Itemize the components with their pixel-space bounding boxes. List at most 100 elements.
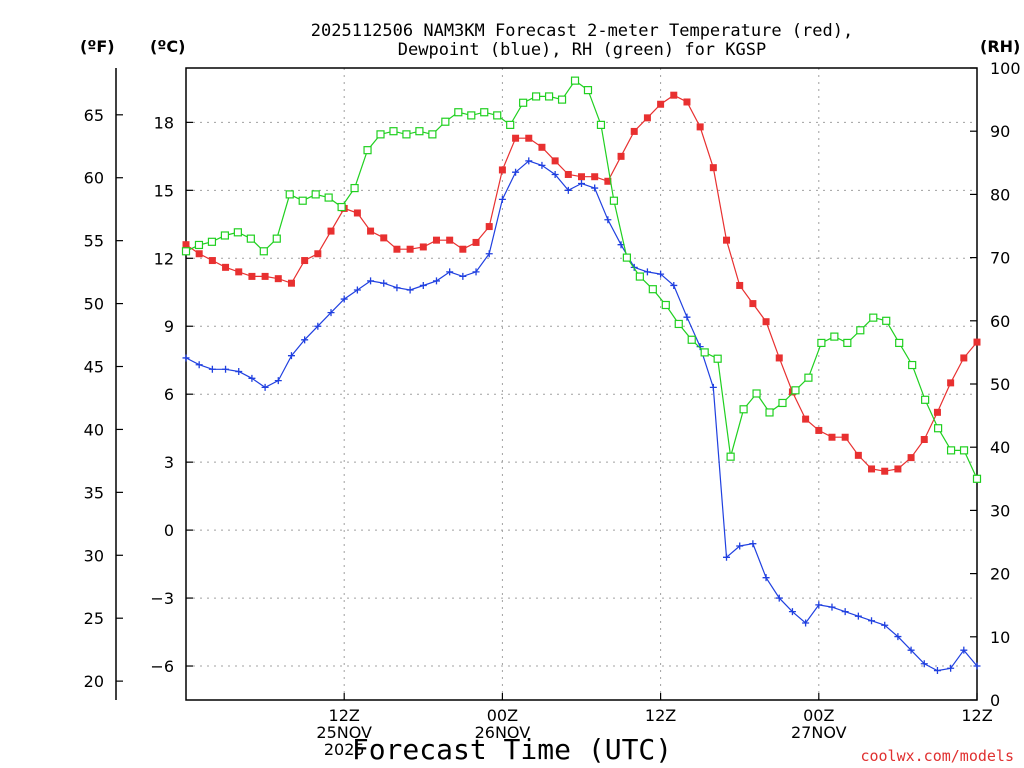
temperature-point: [261, 272, 269, 280]
time-tick-label: 25NOV: [316, 723, 372, 742]
rh-point: [272, 234, 281, 243]
temperature-point: [723, 236, 731, 244]
temperature-point: [815, 426, 823, 434]
chart-axes: [115, 67, 978, 701]
dewpoint-point: [432, 277, 440, 285]
dewpoint-point: [367, 277, 375, 285]
time-tick-label: 26NOV: [475, 723, 531, 742]
temperature-point: [868, 465, 876, 473]
rh-point: [570, 76, 580, 85]
dewpoint-point: [235, 368, 243, 376]
celsius-tick-label: 18: [154, 113, 174, 132]
rh-point: [687, 335, 696, 344]
dewpoint-point: [696, 343, 704, 351]
dewpoint-point: [591, 184, 599, 192]
rh-point: [454, 108, 463, 117]
celsius-tick-label: 3: [164, 453, 174, 472]
rh-point: [921, 395, 930, 404]
rh-point: [376, 130, 385, 139]
temperature-point: [195, 250, 203, 258]
fahrenheit-tick-label: 55: [84, 232, 104, 251]
rh-point: [596, 120, 606, 129]
dewpoint-point: [340, 295, 348, 303]
temperature-point: [472, 238, 480, 246]
dewpoint-point: [274, 377, 282, 385]
dewpoint-point: [762, 574, 770, 582]
temperature-point: [709, 164, 717, 172]
dewpoint-point: [301, 336, 309, 344]
temperature-point: [907, 454, 915, 462]
dewpoint-point: [881, 621, 889, 629]
chart-title-line1: 2025112506 NAM3KM Forecast 2-meter Tempe…: [311, 21, 853, 41]
rh-tick-label: 100: [990, 59, 1021, 78]
celsius-tick-label: −6: [150, 657, 174, 676]
temperature-point: [485, 223, 493, 231]
dewpoint-point: [314, 322, 322, 330]
temperature-point: [973, 338, 981, 346]
rh-point: [648, 285, 657, 294]
temperature-point: [683, 98, 691, 106]
temperature-point: [367, 227, 375, 235]
dewpoint-point: [578, 180, 585, 188]
data-series: [181, 76, 982, 675]
credit-label: coolwx.com/models: [860, 747, 1014, 765]
dewpoint-point: [933, 667, 941, 675]
dewpoint-point: [208, 365, 216, 373]
dewpoint-point: [446, 268, 454, 276]
rh-point: [519, 98, 528, 107]
dewpoint-point: [419, 281, 427, 289]
dewpoint-point: [353, 286, 361, 294]
rh-tick-label: 80: [990, 185, 1010, 204]
temperature-point: [314, 250, 322, 258]
rh-point: [350, 183, 359, 193]
dewpoint-point: [195, 361, 203, 369]
temperature-point: [960, 354, 968, 362]
rh-point: [778, 398, 787, 408]
rh-point: [817, 338, 826, 348]
temperature-point: [881, 467, 889, 475]
temperature-point: [630, 127, 638, 135]
rh-tick-label: 0: [990, 691, 1000, 710]
celsius-tick-label: 6: [164, 385, 174, 404]
dewpoint-point: [947, 664, 955, 672]
plot-frame: [185, 67, 978, 701]
dewpoint-point: [709, 383, 717, 391]
rh-tick-label: 10: [990, 628, 1010, 647]
temperature-point: [775, 354, 783, 362]
temperature-point: [406, 245, 414, 253]
temperature-point: [235, 268, 243, 276]
temperature-point: [459, 245, 467, 253]
rh-point: [233, 228, 242, 237]
rh-point: [583, 86, 593, 95]
rh-point: [622, 253, 631, 262]
celsius-tick-label: 15: [154, 181, 174, 200]
temperature-point: [933, 408, 941, 416]
temperature-point: [657, 100, 665, 108]
dewpoint-point: [723, 553, 731, 561]
fahrenheit-tick-label: 65: [84, 106, 104, 125]
rh-point: [506, 120, 515, 129]
rh-point: [726, 452, 735, 461]
temperature-point: [182, 241, 190, 249]
rh-point: [661, 300, 670, 310]
dewpoint-point: [406, 286, 414, 294]
rh-point: [544, 92, 554, 101]
rh-point: [181, 247, 191, 256]
rh-point: [363, 146, 372, 155]
rh-point: [428, 130, 437, 139]
temperature-point: [380, 234, 388, 242]
rh-point: [895, 338, 904, 348]
fahrenheit-tick-label: 35: [84, 483, 104, 502]
dewpoint-point: [973, 662, 981, 670]
rh-tick-label: 90: [990, 122, 1010, 141]
rh-point: [635, 272, 644, 281]
rh-point: [946, 446, 956, 455]
temperature-point: [432, 236, 440, 244]
rh-point: [609, 196, 619, 205]
dewpoint-point: [287, 352, 295, 360]
rh-tick-label: 20: [990, 565, 1010, 584]
temperature-point: [525, 134, 533, 142]
rh-point: [739, 405, 748, 414]
rh-point: [830, 332, 839, 341]
